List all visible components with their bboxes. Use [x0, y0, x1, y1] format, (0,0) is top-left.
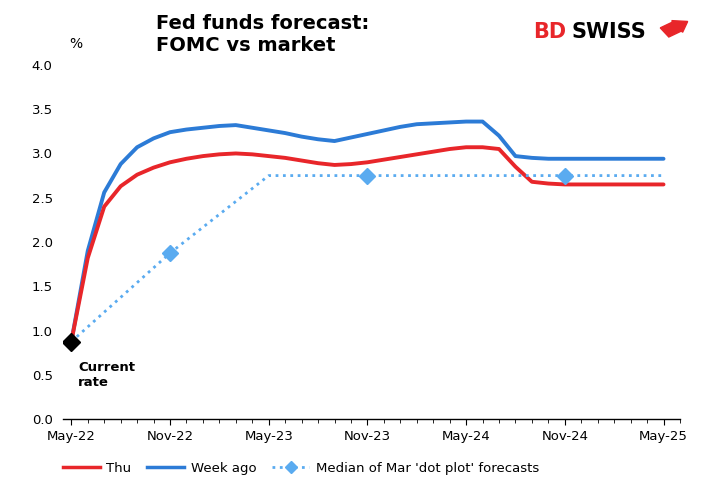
Text: BD: BD: [533, 22, 566, 42]
Legend: Thu, Week ago, Median of Mar 'dot plot' forecasts: Thu, Week ago, Median of Mar 'dot plot' …: [57, 456, 544, 480]
Text: Current
rate: Current rate: [78, 361, 135, 389]
Text: Fed funds forecast:
FOMC vs market: Fed funds forecast: FOMC vs market: [156, 14, 369, 55]
Text: %: %: [69, 37, 83, 51]
Text: SWISS: SWISS: [571, 22, 646, 42]
